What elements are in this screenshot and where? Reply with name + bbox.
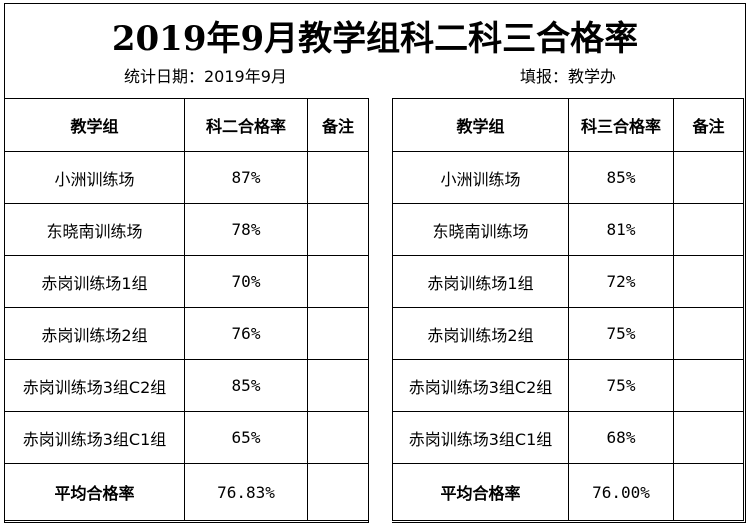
average-value[interactable]: 76.00%	[568, 463, 674, 521]
average-label[interactable]: 平均合格率	[4, 463, 185, 521]
note-cell[interactable]	[307, 359, 369, 412]
table-row: 小洲训练场 87%	[4, 151, 369, 204]
header-note: 备注	[307, 98, 369, 152]
group-cell[interactable]: 小洲训练场	[392, 151, 569, 204]
table-gap-column	[368, 98, 392, 523]
note-cell[interactable]	[307, 411, 369, 464]
group-cell[interactable]: 赤岗训练场2组	[4, 307, 185, 360]
rate-cell[interactable]: 65%	[184, 411, 308, 464]
average-row: 平均合格率 76.83%	[4, 463, 369, 521]
stat-date-label: 统计日期：2019年9月	[124, 67, 287, 86]
rate-cell[interactable]: 85%	[568, 151, 674, 204]
group-cell[interactable]: 赤岗训练场2组	[392, 307, 569, 360]
note-cell[interactable]	[307, 151, 369, 204]
table-row: 赤岗训练场2组 75%	[392, 307, 744, 360]
note-cell[interactable]	[307, 307, 369, 360]
header-rate: 科三合格率	[568, 98, 674, 152]
note-cell[interactable]	[307, 255, 369, 308]
group-cell[interactable]: 小洲训练场	[4, 151, 185, 204]
rate-cell[interactable]: 87%	[184, 151, 308, 204]
group-cell[interactable]: 赤岗训练场1组	[4, 255, 185, 308]
note-cell[interactable]	[673, 307, 744, 360]
subject-two-table: 教学组 科二合格率 备注 小洲训练场 87% 东晓南训练场 78% 赤岗训练场1…	[4, 98, 369, 521]
note-cell[interactable]	[673, 151, 744, 204]
table-row: 赤岗训练场2组 76%	[4, 307, 369, 360]
header-group: 教学组	[4, 98, 185, 152]
rate-cell[interactable]: 76%	[184, 307, 308, 360]
table-row: 东晓南训练场 78%	[4, 203, 369, 256]
subject-three-table: 教学组 科三合格率 备注 小洲训练场 85% 东晓南训练场 81% 赤岗训练场1…	[392, 98, 744, 521]
note-cell[interactable]	[673, 255, 744, 308]
group-cell[interactable]: 东晓南训练场	[4, 203, 185, 256]
group-cell[interactable]: 赤岗训练场3组C2组	[392, 359, 569, 412]
note-cell[interactable]	[673, 359, 744, 412]
table-row: 赤岗训练场3组C2组 75%	[392, 359, 744, 412]
rate-cell[interactable]: 75%	[568, 307, 674, 360]
header-note: 备注	[673, 98, 744, 152]
note-cell[interactable]	[673, 203, 744, 256]
rate-cell[interactable]: 78%	[184, 203, 308, 256]
table-row: 小洲训练场 85%	[392, 151, 744, 204]
group-cell[interactable]: 赤岗训练场3组C1组	[4, 411, 185, 464]
group-cell[interactable]: 赤岗训练场3组C2组	[4, 359, 185, 412]
rate-cell[interactable]: 85%	[184, 359, 308, 412]
group-cell[interactable]: 东晓南训练场	[392, 203, 569, 256]
page-title: 2019年9月教学组科二科三合格率	[111, 19, 639, 59]
rate-cell[interactable]: 70%	[184, 255, 308, 308]
average-value[interactable]: 76.83%	[184, 463, 308, 521]
rate-cell[interactable]: 68%	[568, 411, 674, 464]
table-row: 赤岗训练场3组C1组 65%	[4, 411, 369, 464]
note-cell[interactable]	[673, 411, 744, 464]
group-cell[interactable]: 赤岗训练场1组	[392, 255, 569, 308]
group-cell[interactable]: 赤岗训练场3组C1组	[392, 411, 569, 464]
table-header-row: 教学组 科三合格率 备注	[392, 98, 744, 152]
table-row: 赤岗训练场3组C1组 68%	[392, 411, 744, 464]
table-row: 赤岗训练场1组 70%	[4, 255, 369, 308]
average-label[interactable]: 平均合格率	[392, 463, 569, 521]
note-cell[interactable]	[307, 203, 369, 256]
rate-cell[interactable]: 72%	[568, 255, 674, 308]
table-row: 东晓南训练场 81%	[392, 203, 744, 256]
table-row: 赤岗训练场1组 72%	[392, 255, 744, 308]
header-rate: 科二合格率	[184, 98, 308, 152]
filler-label: 填报：教学办	[520, 67, 617, 86]
note-cell[interactable]	[307, 463, 369, 521]
note-cell[interactable]	[673, 463, 744, 521]
rate-cell[interactable]: 81%	[568, 203, 674, 256]
table-header-row: 教学组 科二合格率 备注	[4, 98, 369, 152]
rate-cell[interactable]: 75%	[568, 359, 674, 412]
average-row: 平均合格率 76.00%	[392, 463, 744, 521]
table-row: 赤岗训练场3组C2组 85%	[4, 359, 369, 412]
header-group: 教学组	[392, 98, 569, 152]
